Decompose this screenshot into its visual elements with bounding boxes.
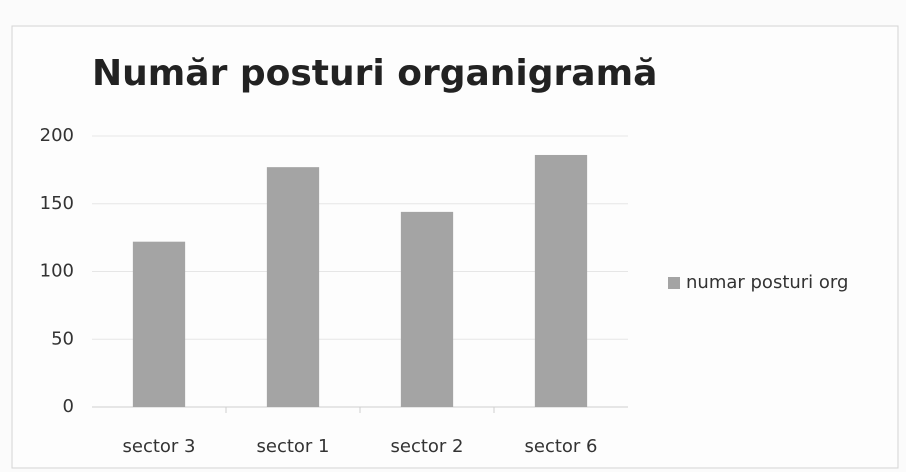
x-tick-label: sector 2 xyxy=(391,436,464,457)
bar xyxy=(534,154,588,407)
y-tick-label: 0 xyxy=(63,396,74,417)
chart-title: Număr posturi organigramă xyxy=(92,53,657,94)
x-tick-label: sector 1 xyxy=(257,436,330,457)
y-tick-label: 200 xyxy=(40,125,74,146)
y-tick-label: 50 xyxy=(51,328,74,349)
x-tick-label: sector 3 xyxy=(123,436,196,457)
y-tick-label: 100 xyxy=(40,261,74,282)
bar xyxy=(266,167,320,407)
legend-label: numar posturi org xyxy=(686,272,848,293)
bar xyxy=(132,241,186,407)
bar xyxy=(400,211,454,407)
y-tick-label: 150 xyxy=(40,193,74,214)
legend-swatch xyxy=(668,277,680,289)
x-tick-label: sector 6 xyxy=(525,436,598,457)
